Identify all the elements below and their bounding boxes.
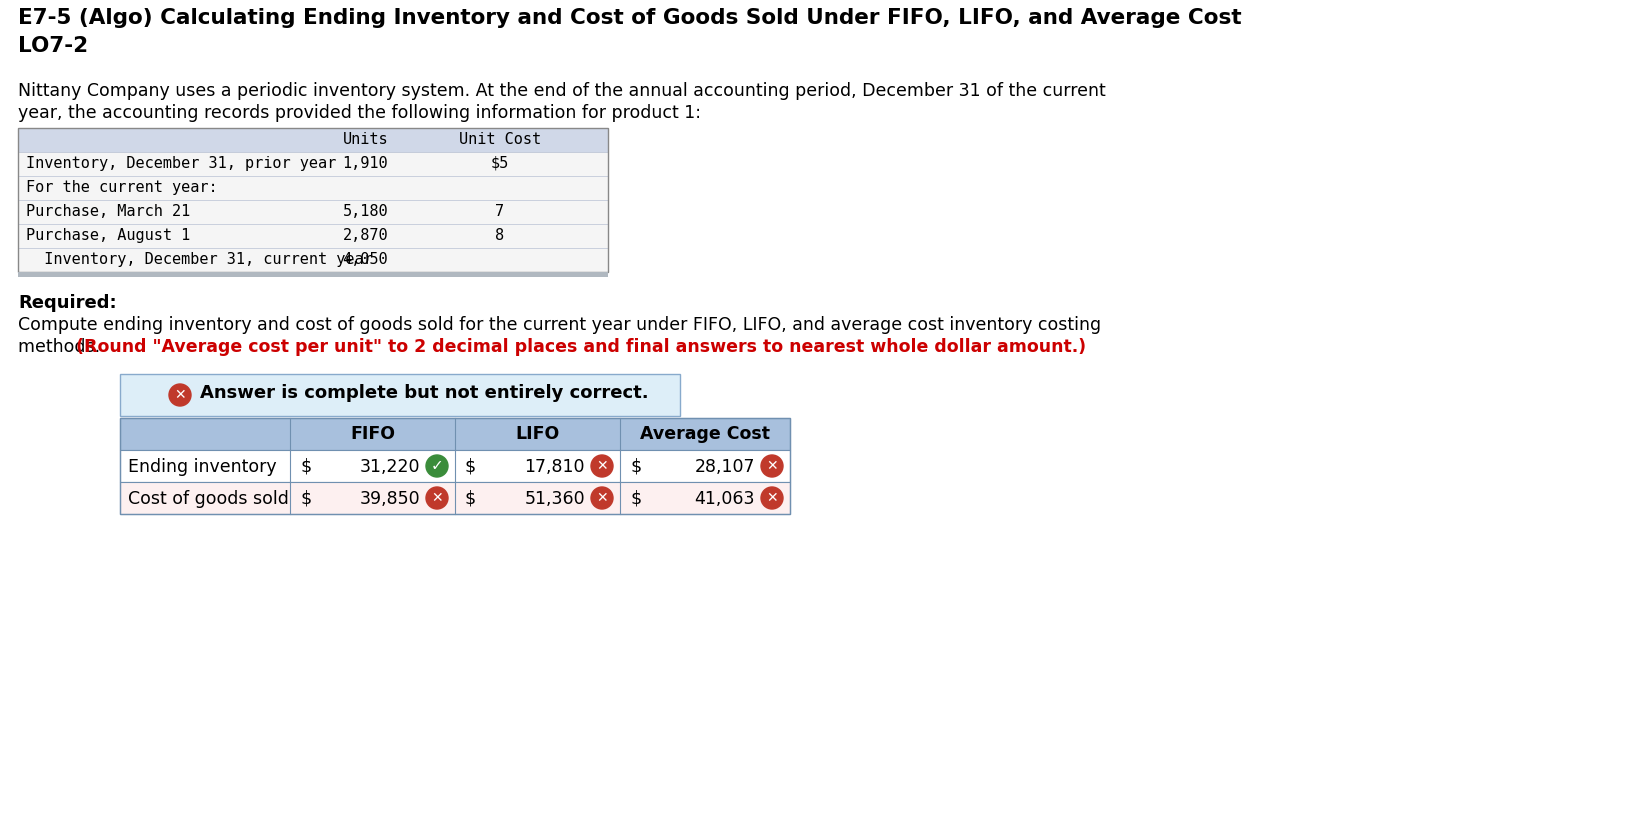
Text: 31,220: 31,220 (360, 458, 421, 476)
Text: ✕: ✕ (431, 491, 442, 505)
Circle shape (426, 487, 449, 509)
Circle shape (761, 455, 784, 477)
Text: 4,050: 4,050 (343, 252, 388, 267)
Text: 39,850: 39,850 (360, 490, 421, 508)
Text: 7: 7 (495, 204, 505, 219)
Text: year, the accounting records provided the following information for product 1:: year, the accounting records provided th… (18, 104, 701, 122)
Text: Average Cost: Average Cost (640, 425, 771, 443)
Text: 28,107: 28,107 (695, 458, 756, 476)
FancyBboxPatch shape (18, 272, 607, 277)
Text: Units: Units (343, 132, 388, 147)
FancyBboxPatch shape (18, 176, 607, 200)
Text: ✕: ✕ (175, 388, 186, 402)
Text: Ending inventory: Ending inventory (129, 458, 277, 476)
Text: 51,360: 51,360 (525, 490, 586, 508)
FancyBboxPatch shape (120, 374, 680, 416)
Text: (Round "Average cost per unit" to 2 decimal places and final answers to nearest : (Round "Average cost per unit" to 2 deci… (76, 338, 1086, 356)
Circle shape (168, 384, 191, 406)
Text: ✓: ✓ (431, 458, 444, 473)
FancyBboxPatch shape (18, 224, 607, 248)
Circle shape (761, 487, 784, 509)
Circle shape (591, 455, 614, 477)
Text: Nittany Company uses a periodic inventory system. At the end of the annual accou: Nittany Company uses a periodic inventor… (18, 82, 1106, 100)
Text: $: $ (630, 458, 642, 476)
Text: E7-5 (Algo) Calculating Ending Inventory and Cost of Goods Sold Under FIFO, LIFO: E7-5 (Algo) Calculating Ending Inventory… (18, 8, 1241, 28)
Text: Answer is complete but not entirely correct.: Answer is complete but not entirely corr… (200, 384, 648, 402)
Text: For the current year:: For the current year: (26, 180, 218, 195)
Text: Required:: Required: (18, 294, 117, 312)
Text: $: $ (465, 490, 477, 508)
Text: ✕: ✕ (766, 459, 777, 473)
Text: 2,870: 2,870 (343, 228, 388, 243)
Text: Inventory, December 31, current year: Inventory, December 31, current year (26, 252, 373, 267)
Text: $: $ (630, 490, 642, 508)
Text: methods.: methods. (18, 338, 106, 356)
Text: Cost of goods sold: Cost of goods sold (129, 490, 289, 508)
Text: $5: $5 (492, 156, 510, 171)
FancyBboxPatch shape (120, 418, 790, 450)
Text: LO7-2: LO7-2 (18, 36, 87, 56)
Text: ✕: ✕ (596, 459, 607, 473)
Text: FIFO: FIFO (350, 425, 394, 443)
Circle shape (426, 455, 449, 477)
FancyBboxPatch shape (18, 200, 607, 224)
FancyBboxPatch shape (120, 450, 790, 482)
Text: ✕: ✕ (766, 491, 777, 505)
Text: $: $ (300, 458, 312, 476)
Text: $: $ (300, 490, 312, 508)
FancyBboxPatch shape (18, 248, 607, 272)
Text: Purchase, August 1: Purchase, August 1 (26, 228, 190, 243)
Text: LIFO: LIFO (515, 425, 559, 443)
Text: 5,180: 5,180 (343, 204, 388, 219)
Text: Compute ending inventory and cost of goods sold for the current year under FIFO,: Compute ending inventory and cost of goo… (18, 316, 1101, 334)
FancyBboxPatch shape (18, 152, 607, 176)
FancyBboxPatch shape (18, 128, 607, 152)
Text: Purchase, March 21: Purchase, March 21 (26, 204, 190, 219)
Text: 8: 8 (495, 228, 505, 243)
Text: Inventory, December 31, prior year: Inventory, December 31, prior year (26, 156, 337, 171)
Text: $: $ (465, 458, 477, 476)
Text: 41,063: 41,063 (695, 490, 756, 508)
Text: ✕: ✕ (596, 491, 607, 505)
FancyBboxPatch shape (120, 482, 790, 514)
Text: 17,810: 17,810 (525, 458, 586, 476)
Text: 1,910: 1,910 (343, 156, 388, 171)
Text: Unit Cost: Unit Cost (459, 132, 541, 147)
Circle shape (591, 487, 614, 509)
